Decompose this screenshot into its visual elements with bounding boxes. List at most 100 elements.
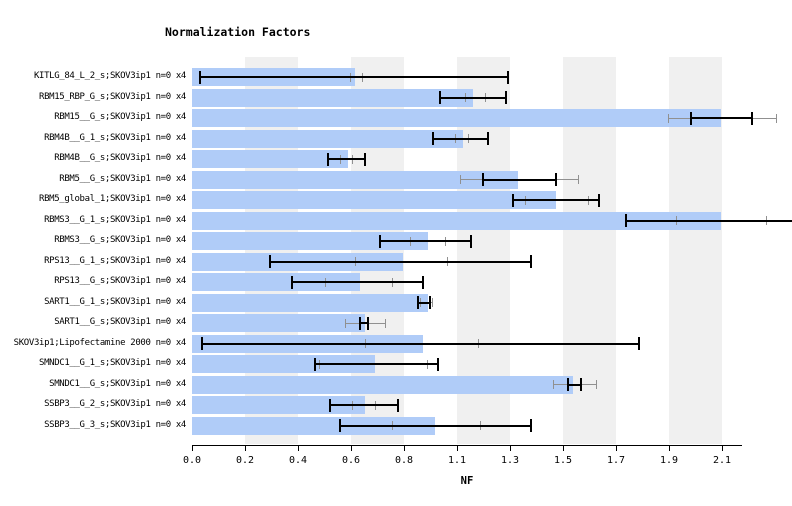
range-marker (595, 380, 597, 389)
error-bar-cap (469, 234, 472, 248)
error-bar-cap (507, 70, 510, 84)
error-bar-line (417, 301, 431, 304)
x-axis-tick (721, 446, 723, 451)
error-bar-line (440, 96, 506, 99)
row-label: RBM4B__G_1_s;SKOV3ip1 n=0 x4 (44, 132, 186, 143)
range-marker (384, 318, 386, 328)
x-axis-tick (668, 446, 670, 451)
error-bar-cap (364, 152, 367, 166)
x-axis-tick-label: 0.4 (288, 455, 308, 466)
error-bar-line (202, 342, 639, 345)
row-label: RBM15__G_s;SKOV3ip1 n=0 x4 (54, 112, 186, 122)
error-bar-cap (198, 70, 201, 84)
error-bar-cap (637, 337, 640, 350)
row-label: SMNDC1__G_s;SKOV3ip1 n=0 x4 (49, 378, 186, 389)
error-bar-line (691, 117, 752, 119)
error-bar-cap (436, 357, 439, 371)
error-bar-cap (421, 275, 424, 289)
error-bar-cap (339, 419, 342, 432)
error-bar-line (340, 424, 531, 427)
x-axis-tick-label: 1.7 (606, 455, 626, 466)
error-bar-cap (554, 173, 557, 186)
error-bar-line (432, 137, 489, 140)
nf-bar (192, 375, 574, 394)
x-axis-tick (456, 446, 458, 451)
range-marker (460, 175, 461, 184)
x-axis-tick (615, 446, 617, 451)
x-axis-tick-label: 1.9 (659, 455, 679, 466)
error-bar-line (513, 199, 599, 201)
error-bar-cap (439, 91, 442, 104)
row-label: RBM5__G_s;SKOV3ip1 n=0 x4 (59, 173, 186, 184)
nf-bar (192, 211, 722, 230)
x-axis-tick-label: 0.6 (341, 455, 361, 466)
error-bar-line (199, 76, 509, 78)
error-bar-cap (529, 419, 532, 432)
error-bar-line (568, 383, 581, 386)
row-label: SMNDC1__G_1_s;SKOV3ip1 n=0 x4 (39, 358, 186, 368)
nf-bar (192, 416, 436, 435)
row-label: RPS13__G_1_s;SKOV3ip1 n=0 x4 (44, 255, 186, 266)
nf-bar (192, 170, 519, 189)
error-bar-cap (529, 255, 532, 268)
error-bar-cap (487, 132, 490, 145)
x-axis-tick-label: 0.0 (182, 455, 202, 466)
error-bar-cap (750, 111, 753, 125)
row-label: RBMS3__G_1_s;SKOV3ip1 n=0 x4 (44, 214, 186, 225)
error-bar-cap (329, 398, 332, 412)
x-axis-tick-label: 0.2 (235, 455, 255, 466)
nf-bar (192, 150, 348, 168)
x-axis-tick (403, 446, 405, 451)
x-axis-tick (244, 446, 246, 451)
x-axis-title: NF (460, 475, 474, 487)
nf-bar (192, 273, 361, 291)
row-label: SART1__G_s;SKOV3ip1 n=0 x4 (54, 317, 186, 327)
row-label: RBM5_global_1;SKOV3ip1 n=0 x4 (39, 194, 186, 204)
row-label: SSBP3__G_3_s;SKOV3ip1 n=0 x4 (44, 419, 186, 430)
error-bar-cap (366, 316, 369, 330)
row-label: RBMS3__G_s;SKOV3ip1 n=0 x4 (54, 235, 186, 245)
error-bar-cap (625, 214, 628, 227)
error-bar-cap (396, 398, 399, 412)
x-axis-tick (191, 446, 193, 451)
x-axis-tick-label: 0.8 (394, 455, 414, 466)
error-bar-cap (690, 111, 693, 125)
nf-bar (192, 355, 376, 373)
error-bar-cap (268, 255, 271, 268)
chart-title: Normalization Factors (165, 25, 311, 39)
error-bar-line (380, 240, 471, 242)
row-label: KITLG_84_L_2_s;SKOV3ip1 n=0 x4 (33, 71, 186, 81)
range-marker (668, 113, 670, 123)
error-bar-line (314, 363, 438, 365)
error-bar-cap (431, 132, 434, 145)
error-bar-line (360, 322, 368, 324)
range-marker (776, 113, 778, 123)
error-bar-cap (597, 193, 600, 207)
nf-bar (192, 88, 474, 107)
x-axis-tick (350, 446, 352, 451)
row-label: RBM15_RBP_G_s;SKOV3ip1 n=0 x4 (39, 91, 186, 102)
nf-bar (192, 293, 428, 312)
range-marker (344, 318, 346, 328)
nf-bar (192, 129, 464, 148)
error-bar-line (269, 260, 531, 263)
x-axis-tick-label: 1.1 (447, 455, 467, 466)
error-bar-line (330, 404, 398, 406)
error-bar-cap (379, 234, 382, 248)
row-label: SSBP3__G_2_s;SKOV3ip1 n=0 x4 (44, 399, 186, 409)
error-bar-cap (359, 316, 362, 330)
x-axis-tick-label: 2.1 (712, 455, 732, 466)
error-bar-cap (201, 337, 204, 350)
error-bar-line (292, 281, 423, 283)
error-bar-line (483, 178, 556, 181)
error-bar-line (626, 219, 792, 222)
nf-bar (192, 191, 556, 209)
range-marker (577, 175, 579, 184)
error-bar-cap (482, 173, 485, 186)
error-bar-cap (512, 193, 515, 207)
x-axis-tick (297, 446, 299, 451)
